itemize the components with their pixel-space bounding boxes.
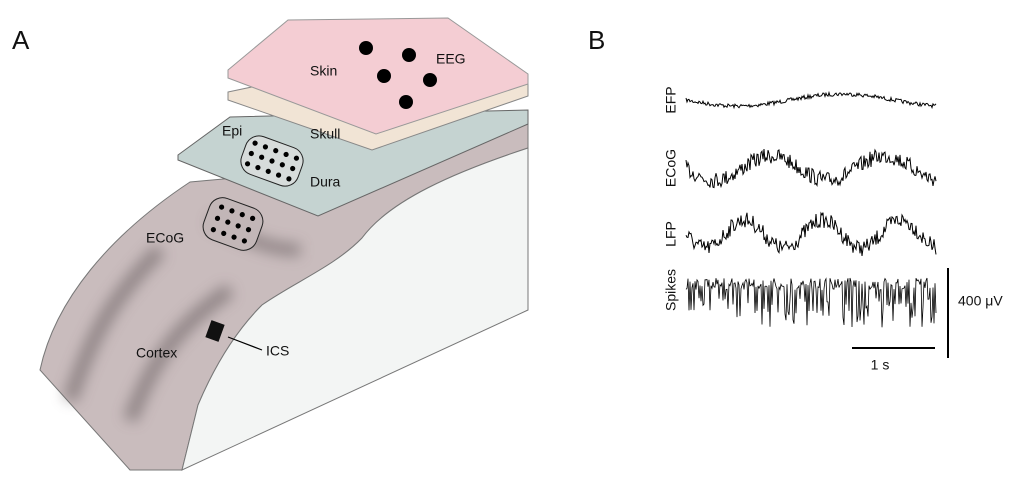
panel-label: B <box>588 25 605 55</box>
epi-label: Epi <box>222 123 242 139</box>
ecog-label: ECoG <box>146 230 184 246</box>
ics-label: ICS <box>266 343 289 359</box>
dura-label: Dura <box>310 174 341 190</box>
time-scale-label: 1 s <box>871 357 890 373</box>
cortex-label: Cortex <box>136 345 177 361</box>
trace <box>686 278 936 327</box>
trace-label: LFP <box>663 221 679 247</box>
skin-label: Skin <box>310 63 337 79</box>
trace <box>686 93 936 108</box>
panel-label: A <box>12 25 30 55</box>
traces: EFP ECoG LFP Spikes <box>663 86 936 327</box>
trace <box>686 213 936 256</box>
voltage-scale-label: 400 μV <box>958 293 1003 309</box>
trace-label: Spikes <box>663 269 679 311</box>
trace-label: EFP <box>663 86 679 113</box>
trace-label: ECoG <box>663 149 679 187</box>
skull-label: Skull <box>310 126 340 142</box>
eeg-label: EEG <box>436 51 466 67</box>
figure: A Skin EEG Skull Epi Dura ECoG Cortex IC… <box>0 0 1030 481</box>
trace <box>686 149 936 188</box>
